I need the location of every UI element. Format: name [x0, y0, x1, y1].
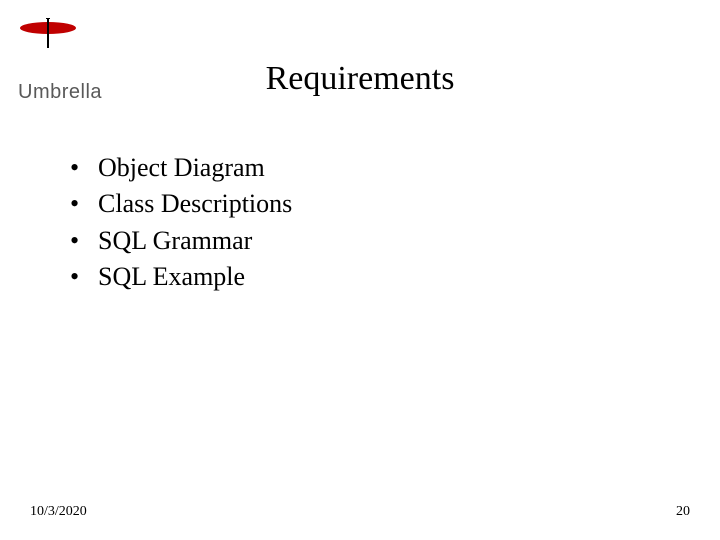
list-item: SQL Example [70, 259, 292, 295]
bullet-list: Object Diagram Class Descriptions SQL Gr… [70, 150, 292, 296]
slide: Umbrella Requirements Object Diagram Cla… [0, 0, 720, 540]
page-title: Requirements [0, 60, 720, 98]
footer-page-number: 20 [676, 504, 690, 520]
list-item: Class Descriptions [70, 186, 292, 222]
list-item: Object Diagram [70, 150, 292, 186]
umbrella-icon [18, 18, 98, 48]
list-item: SQL Grammar [70, 223, 292, 259]
footer-date: 10/3/2020 [30, 504, 87, 520]
